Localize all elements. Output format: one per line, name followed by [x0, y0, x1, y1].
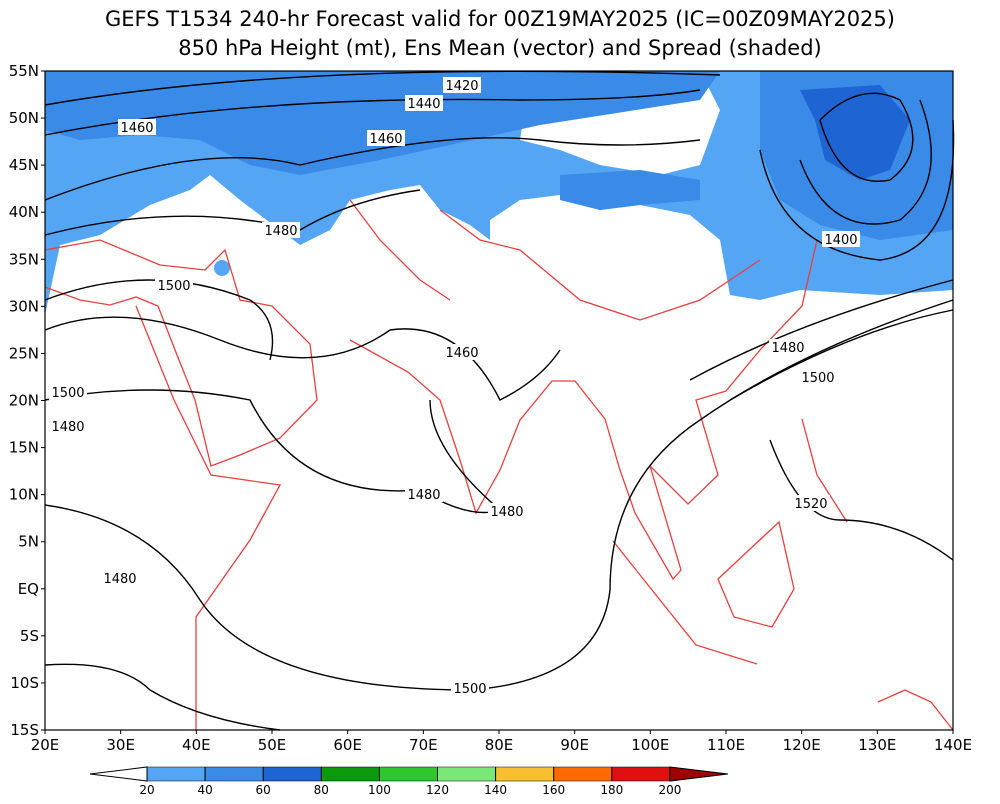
- contour-label: 1500: [157, 279, 190, 294]
- contour-label-bg: [118, 119, 156, 135]
- colorbar-label: 20: [139, 783, 154, 797]
- contours: [44, 70, 955, 731]
- colorbar-box: [379, 766, 438, 782]
- contour-label-bg: [405, 95, 443, 111]
- colorbar-label: 100: [368, 783, 391, 797]
- title: GEFS T1534 240-hr Forecast valid for 00Z…: [105, 7, 895, 31]
- colorbar-box: [611, 766, 671, 782]
- lat-label: 35N: [9, 250, 39, 268]
- subtitle: 850 hPa Height (mt), Ens Mean (vector) a…: [178, 36, 822, 60]
- lon-label: 20E: [31, 736, 60, 754]
- colorbar-label: 80: [314, 783, 329, 797]
- colorbar-label: 140: [484, 783, 507, 797]
- contour-label-bg: [155, 277, 193, 293]
- lon-label: 120E: [783, 736, 821, 754]
- contour-label: 1500: [453, 682, 486, 697]
- lon-label: 70E: [409, 736, 438, 754]
- colorbar-label: 200: [658, 783, 681, 797]
- colorbar-box: [204, 766, 264, 782]
- lon-label: 140E: [934, 736, 972, 754]
- coastlines: [44, 199, 954, 731]
- lon-label: 80E: [485, 736, 514, 754]
- colorbar-box: [321, 766, 380, 782]
- contour-label: 1480: [264, 224, 297, 239]
- contour-label-bg: [101, 570, 139, 586]
- contour-label: 1520: [794, 497, 827, 512]
- contour-label: 1480: [51, 420, 84, 435]
- lon-label: 100E: [631, 736, 669, 754]
- lat-label: 5S: [20, 627, 39, 645]
- contour-label: 1460: [445, 346, 478, 361]
- contour-label-bg: [451, 680, 489, 696]
- contour-label: 1440: [407, 97, 440, 112]
- contour-label: 1400: [824, 233, 857, 248]
- contour-label: 1500: [51, 386, 84, 401]
- colorbar-box: [437, 766, 496, 782]
- contour-label-bg: [443, 77, 481, 93]
- lat-label: 45N: [9, 156, 39, 174]
- lat-label: 10N: [9, 486, 39, 504]
- contour-label: 1480: [407, 488, 440, 503]
- contour-label-bg: [488, 503, 526, 519]
- contour-label-bg: [49, 384, 87, 400]
- lon-label: 60E: [333, 736, 362, 754]
- contour-label: 1460: [369, 132, 402, 147]
- contour-label-bg: [367, 130, 405, 146]
- colorbar-label: 180: [600, 783, 623, 797]
- contour-label-bg: [49, 418, 87, 434]
- colorbar-label: 40: [197, 783, 212, 797]
- colorbar-low: [89, 766, 148, 782]
- lat-label: 10S: [10, 674, 39, 692]
- colorbar-box: [262, 766, 322, 782]
- colorbar-box: [553, 766, 613, 782]
- contour-label-bg: [262, 222, 300, 238]
- contour-label: 1480: [103, 572, 136, 587]
- contour-label: 1460: [120, 121, 153, 136]
- contour-label: 1500: [801, 371, 834, 386]
- lat-label: 30N: [9, 297, 39, 315]
- lon-label: 130E: [858, 736, 896, 754]
- colorbar-label: 60: [256, 783, 271, 797]
- contour-label-bg: [405, 486, 443, 502]
- contour-label-bg: [822, 231, 860, 247]
- contour-label-bg: [799, 369, 837, 385]
- lat-label: 55N: [9, 62, 39, 80]
- lon-label: 110E: [707, 736, 745, 754]
- contour-label-bg: [792, 495, 830, 511]
- colorbar-box: [146, 766, 206, 782]
- lat-label: 15N: [9, 439, 39, 457]
- lat-label: 25N: [9, 344, 39, 362]
- lat-label: 5N: [18, 533, 39, 551]
- lat-label: EQ: [18, 580, 39, 598]
- lon-label: 30E: [106, 736, 135, 754]
- lat-label: 20N: [9, 392, 39, 410]
- colorbar-box: [495, 766, 554, 782]
- lat-label: 15S: [10, 721, 39, 739]
- lon-label: 50E: [258, 736, 287, 754]
- contour-label: 1420: [445, 79, 478, 94]
- colorbar-label: 120: [426, 783, 449, 797]
- colorbar-high: [669, 766, 728, 782]
- contour-label-bg: [443, 344, 481, 360]
- contour-label: 1480: [771, 341, 804, 356]
- contour-label-bg: [769, 339, 807, 355]
- shading: [45, 71, 953, 315]
- lon-label: 40E: [182, 736, 211, 754]
- lon-label: 90E: [560, 736, 589, 754]
- lat-label: 50N: [9, 109, 39, 127]
- contour-label: 1480: [490, 505, 523, 520]
- colorbar-label: 160: [542, 783, 565, 797]
- lat-label: 40N: [9, 203, 39, 221]
